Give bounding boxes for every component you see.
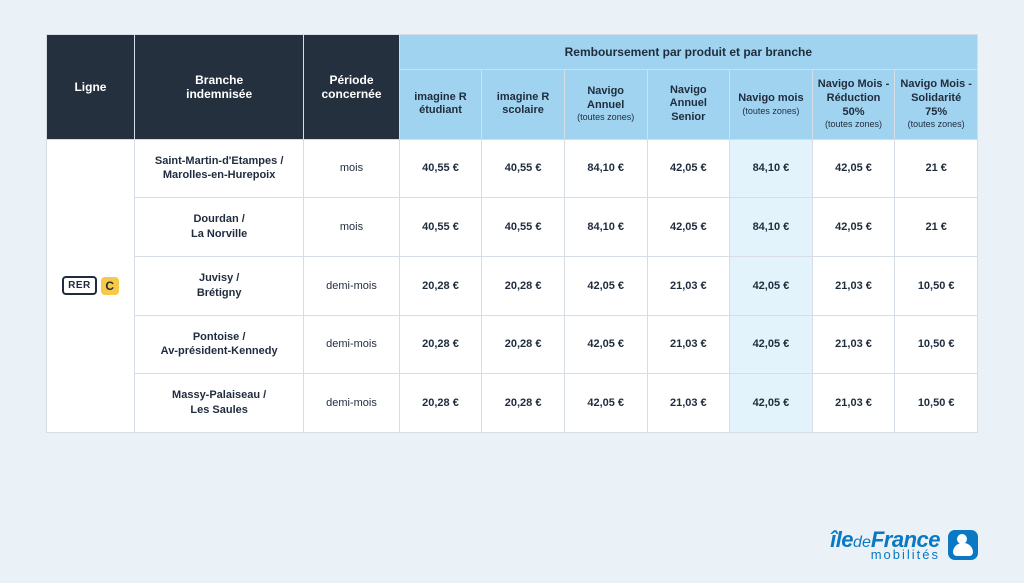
product-header: Navigo Mois - Solidarité 75%(toutes zone… <box>895 70 978 140</box>
value-cell: 42,05 € <box>812 198 895 257</box>
product-header: imagine R étudiant <box>399 70 482 140</box>
period-cell: demi-mois <box>304 315 399 374</box>
value-cell: 21,03 € <box>647 256 730 315</box>
table-row: Juvisy /Brétignydemi-mois20,28 €20,28 €4… <box>47 256 978 315</box>
value-cell: 40,55 € <box>399 139 482 198</box>
value-cell: 10,50 € <box>895 256 978 315</box>
branch-cell: Pontoise /Av-président-Kennedy <box>134 315 303 374</box>
period-cell: demi-mois <box>304 374 399 433</box>
value-cell: 20,28 € <box>399 374 482 433</box>
col-periode: Périodeconcernée <box>304 35 399 140</box>
period-cell: mois <box>304 139 399 198</box>
col-ligne: Ligne <box>47 35 135 140</box>
table-row: RERCSaint-Martin-d'Etampes /Marolles-en-… <box>47 139 978 198</box>
table-row: Pontoise /Av-président-Kennedydemi-mois2… <box>47 315 978 374</box>
col-branche-label: Brancheindemnisée <box>186 73 252 101</box>
value-cell: 42,05 € <box>564 374 647 433</box>
col-group-label: Remboursement par produit et par branche <box>565 45 812 59</box>
col-periode-label: Périodeconcernée <box>322 73 382 101</box>
rer-badge: RER <box>62 276 97 295</box>
value-cell: 40,55 € <box>482 139 565 198</box>
value-cell: 20,28 € <box>399 315 482 374</box>
value-cell: 42,05 € <box>564 256 647 315</box>
line-cell: RERC <box>47 139 135 432</box>
value-cell: 21,03 € <box>812 315 895 374</box>
branch-cell: Dourdan /La Norville <box>134 198 303 257</box>
value-cell: 20,28 € <box>482 374 565 433</box>
value-cell: 42,05 € <box>730 256 813 315</box>
table-row: Massy-Palaiseau /Les Saulesdemi-mois20,2… <box>47 374 978 433</box>
period-cell: mois <box>304 198 399 257</box>
value-cell: 84,10 € <box>564 198 647 257</box>
value-cell: 42,05 € <box>647 139 730 198</box>
product-header: Navigo mois(toutes zones) <box>730 70 813 140</box>
value-cell: 10,50 € <box>895 315 978 374</box>
value-cell: 40,55 € <box>482 198 565 257</box>
person-icon <box>948 530 978 560</box>
value-cell: 21,03 € <box>812 256 895 315</box>
value-cell: 21 € <box>895 198 978 257</box>
value-cell: 42,05 € <box>812 139 895 198</box>
value-cell: 21,03 € <box>647 374 730 433</box>
value-cell: 21,03 € <box>647 315 730 374</box>
value-cell: 21 € <box>895 139 978 198</box>
value-cell: 42,05 € <box>730 315 813 374</box>
value-cell: 21,03 € <box>812 374 895 433</box>
table-row: Dourdan /La Norvillemois40,55 €40,55 €84… <box>47 198 978 257</box>
product-header: Navigo Annuel(toutes zones) <box>564 70 647 140</box>
branch-cell: Juvisy /Brétigny <box>134 256 303 315</box>
reimbursement-table: Ligne Brancheindemnisée Périodeconcernée… <box>46 34 978 433</box>
value-cell: 20,28 € <box>482 256 565 315</box>
value-cell: 84,10 € <box>730 139 813 198</box>
value-cell: 10,50 € <box>895 374 978 433</box>
branch-cell: Massy-Palaiseau /Les Saules <box>134 374 303 433</box>
logo-text: îledeFrance mobilités <box>830 530 940 561</box>
col-branche: Brancheindemnisée <box>134 35 303 140</box>
line-badges: RERC <box>53 276 128 295</box>
value-cell: 40,55 € <box>399 198 482 257</box>
line-letter-badge: C <box>101 277 119 295</box>
value-cell: 42,05 € <box>730 374 813 433</box>
value-cell: 20,28 € <box>482 315 565 374</box>
branch-cell: Saint-Martin-d'Etampes /Marolles-en-Hure… <box>134 139 303 198</box>
value-cell: 84,10 € <box>564 139 647 198</box>
value-cell: 20,28 € <box>399 256 482 315</box>
value-cell: 42,05 € <box>564 315 647 374</box>
product-header: imagine R scolaire <box>482 70 565 140</box>
value-cell: 84,10 € <box>730 198 813 257</box>
period-cell: demi-mois <box>304 256 399 315</box>
product-header: Navigo Annuel Senior <box>647 70 730 140</box>
col-ligne-label: Ligne <box>74 80 106 94</box>
value-cell: 42,05 € <box>647 198 730 257</box>
table-body: RERC Saint-Martin-d'Etampes /Marolles-en-… <box>47 139 978 432</box>
col-group: Remboursement par produit et par branche <box>399 35 977 70</box>
idf-mobilites-logo: îledeFrance mobilités <box>830 530 978 561</box>
product-header: Navigo Mois - Réduction 50%(toutes zones… <box>812 70 895 140</box>
